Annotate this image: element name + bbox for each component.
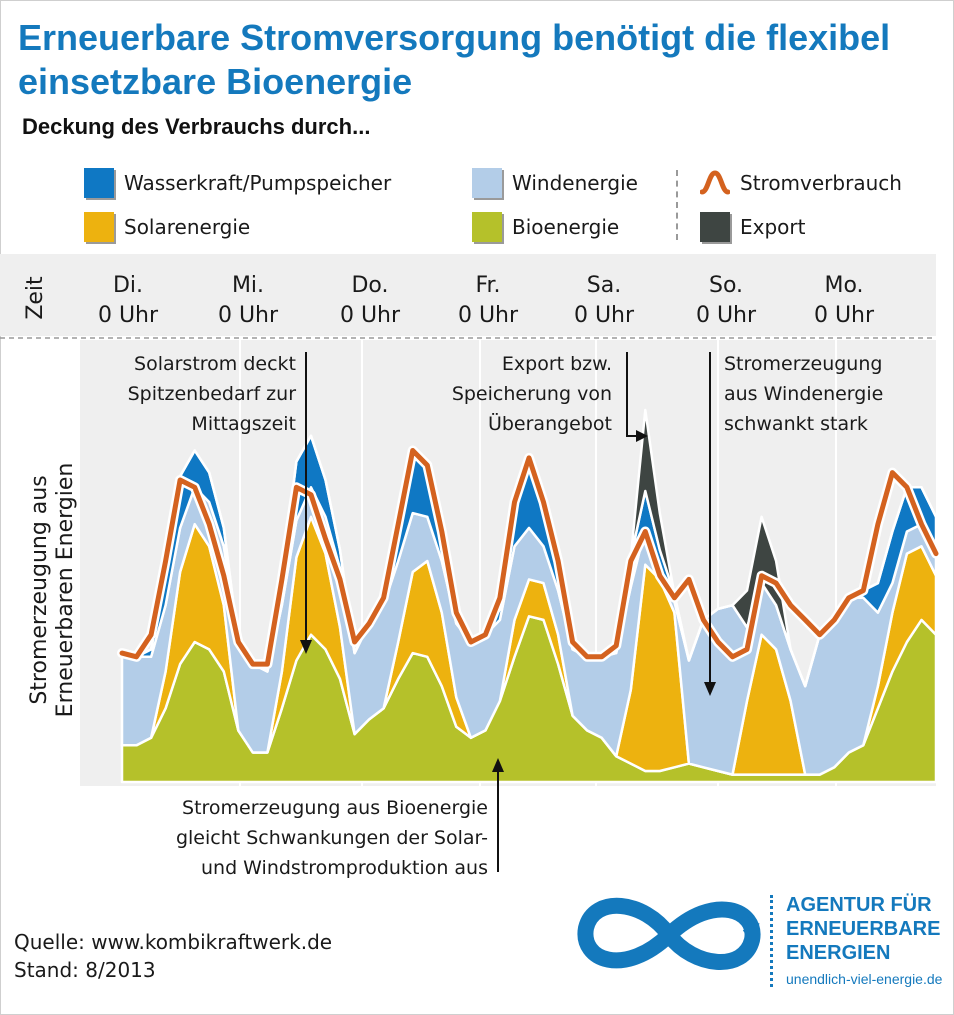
- annotation-solar-line3: Mittagszeit: [191, 413, 296, 435]
- tick-label-day: Mi.: [232, 273, 264, 298]
- annotation-bio-line1: Stromerzeugung aus Bioenergie: [182, 797, 488, 819]
- tick-label-hour: 0 Uhr: [696, 303, 757, 328]
- annotation-wind: Stromerzeugung aus Windenergie schwankt …: [704, 352, 883, 696]
- brand-line3: ENERGIEN: [786, 942, 891, 964]
- annotation-solar: Solarstrom deckt Spitzenbedarf zur Mitta…: [128, 352, 312, 654]
- day-tick-labels: Di. 0 Uhr Mi. 0 Uhr Do. 0 Uhr Fr. 0 Uhr Sa. 0 Uhr…: [98, 273, 875, 328]
- brand-line1: AGENTUR FÜR: [786, 894, 932, 916]
- page-title: Erneuerbare Stromversorgung benötigt die…: [18, 17, 891, 102]
- annotation-bio: Stromerzeugung aus Bioenergie gleicht Sc…: [176, 758, 504, 879]
- tick-label-hour: 0 Uhr: [458, 303, 519, 328]
- legend-label-export: Export: [740, 215, 806, 239]
- tick-label-day: Mo.: [824, 273, 863, 298]
- brand-line2: ERNEUERBARE: [786, 918, 941, 940]
- tick-label-day: Fr.: [475, 273, 500, 298]
- legend-divider: [676, 170, 678, 240]
- tick-label-day: So.: [709, 273, 743, 298]
- legend-label-bio: Bioenergie: [512, 215, 620, 239]
- legend-swatch-wasserkraft: [84, 168, 114, 198]
- tick-label-hour: 0 Uhr: [340, 303, 401, 328]
- tick-label-day: Di.: [113, 273, 143, 298]
- annotation-wind-line2: aus Windenergie: [724, 383, 883, 405]
- demand-curve-icon: [700, 168, 730, 197]
- demand-line-layer: [117, 445, 941, 670]
- legend-item-export: Export: [700, 210, 805, 244]
- annotation-wind-arrowhead: [704, 682, 716, 696]
- legend-item-wasserkraft: Wasserkraft/Pumpspeicher: [84, 166, 391, 200]
- tick-label-hour: 0 Uhr: [814, 303, 875, 328]
- y-axis-label-line1: Stromerzeugung aus: [27, 475, 52, 704]
- annotation-export-line3: Überangebot: [488, 412, 612, 435]
- time-axis-band: [0, 254, 936, 336]
- brand-dotted-divider: [770, 895, 773, 987]
- y-axis-label-line2: Erneuerbaren Energien: [53, 463, 78, 718]
- infinity-logo-icon: [577, 897, 761, 970]
- legend-swatch-wind: [472, 168, 502, 198]
- legend-label-wasserkraft: Wasserkraft/Pumpspeicher: [124, 171, 392, 195]
- legend-item-solar: Solarenergie: [84, 210, 250, 244]
- tick-label-day: Do.: [351, 273, 388, 298]
- annotation-bio-line2: gleicht Schwankungen der Solar-: [176, 827, 488, 849]
- tick-label-hour: 0 Uhr: [218, 303, 279, 328]
- annotation-wind-line3: schwankt stark: [724, 413, 868, 435]
- legend-item-verbrauch: Stromverbrauch: [700, 166, 902, 200]
- annotation-solar-arrowhead: [300, 640, 312, 654]
- annotation-bio-line3: und Windstromproduktion aus: [201, 857, 488, 879]
- legend-item-wind: Windenergie: [472, 166, 638, 200]
- brand-url: unendlich-viel-energie.de: [786, 971, 943, 987]
- legend-label-wind: Windenergie: [512, 171, 638, 195]
- annotation-export-line1: Export bzw.: [502, 353, 612, 375]
- area-series-layer: [120, 408, 938, 784]
- annotation-export: Export bzw. Speicherung von Überangebot: [452, 352, 648, 442]
- demand-line: [119, 448, 939, 667]
- tick-label-hour: 0 Uhr: [98, 303, 159, 328]
- brand-block: AGENTUR FÜR ERNEUERBARE ENERGIEN unendli…: [786, 893, 942, 991]
- annotation-export-arrowhead: [636, 430, 648, 442]
- annotation-solar-line1: Solarstrom deckt: [134, 353, 296, 375]
- annotation-solar-line2: Spitzenbedarf zur: [128, 383, 297, 405]
- stand-line: Stand: 8/2013: [14, 958, 156, 982]
- legend-swatch-bio: [472, 212, 502, 242]
- legend-label-verbrauch: Stromverbrauch: [740, 171, 902, 195]
- time-axis-label: Zeit: [23, 276, 48, 320]
- source-line: Quelle: www.kombikraftwerk.de: [14, 930, 333, 954]
- annotation-export-arrow: [626, 352, 638, 437]
- legend-swatch-export: [700, 212, 730, 242]
- annotation-bio-arrowhead: [492, 758, 504, 772]
- annotation-wind-line1: Stromerzeugung: [724, 353, 882, 375]
- legend-item-bio: Bioenergie: [472, 210, 619, 244]
- tick-label-day: Sa.: [587, 273, 621, 298]
- legend-swatch-solar: [84, 212, 114, 242]
- source-block: Quelle: www.kombikraftwerk.de Stand: 8/2…: [14, 928, 332, 984]
- page-subtitle: Deckung des Verbrauchs durch...: [22, 114, 371, 139]
- annotation-export-line2: Speicherung von: [452, 383, 612, 405]
- tick-label-hour: 0 Uhr: [574, 303, 635, 328]
- legend-label-solar: Solarenergie: [124, 215, 251, 239]
